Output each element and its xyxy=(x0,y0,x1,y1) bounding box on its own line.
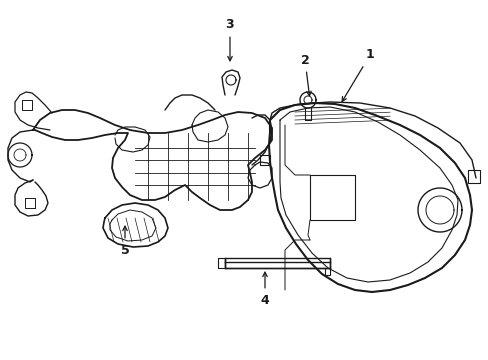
Text: 5: 5 xyxy=(121,226,129,256)
Text: 3: 3 xyxy=(225,18,234,61)
Text: 2: 2 xyxy=(300,54,310,96)
Text: 4: 4 xyxy=(260,272,269,306)
Text: 1: 1 xyxy=(342,49,374,102)
